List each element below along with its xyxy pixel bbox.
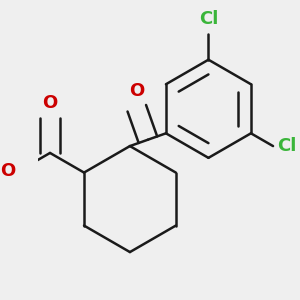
Text: Cl: Cl (199, 10, 218, 28)
Text: O: O (42, 94, 58, 112)
Text: Cl: Cl (277, 137, 296, 155)
Text: O: O (129, 82, 144, 100)
Text: O: O (0, 162, 16, 180)
